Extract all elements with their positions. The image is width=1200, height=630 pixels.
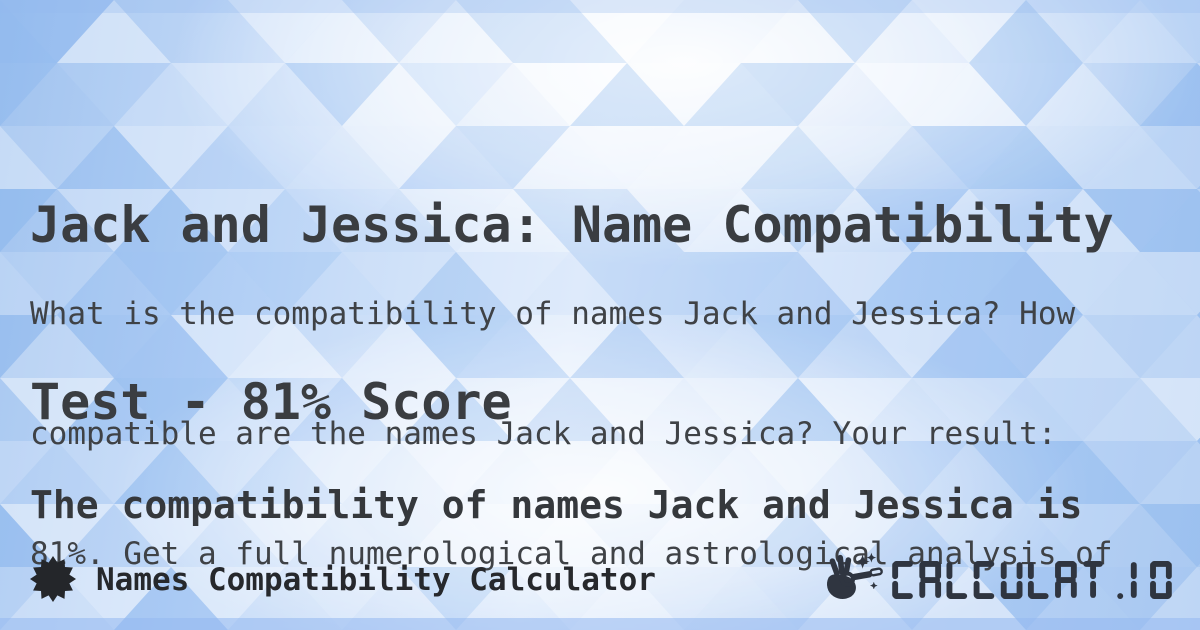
result-statement: The compatibility of names Jack and Jess… [30, 383, 1082, 630]
description-line-2: compatible are the names Jack and Jessic… [30, 416, 1057, 452]
top-accent-band [0, 0, 1200, 13]
brand-logo-text [892, 561, 1172, 599]
bottom-accent-band [0, 618, 1200, 630]
title-line-2: Test - 81% Score [30, 372, 512, 431]
starburst-icon [30, 556, 76, 602]
title-line-1: Jack and Jessica: Name Compatibility [30, 195, 1114, 254]
result-line-1: The compatibility of names Jack and Jess… [30, 482, 1083, 527]
description: What is the compatibility of names Jack … [30, 214, 1113, 630]
brand-logo [821, 550, 1172, 610]
description-line-1: What is the compatibility of names Jack … [30, 296, 1076, 332]
footer-app-label: Names Compatibility Calculator [96, 562, 656, 598]
page-title: Jack and Jessica: Name Compatibility Tes… [30, 78, 1114, 550]
description-line-3: 81%. Get a full numerological and astrol… [30, 536, 1113, 572]
magic-wand-hand-icon [821, 551, 885, 609]
